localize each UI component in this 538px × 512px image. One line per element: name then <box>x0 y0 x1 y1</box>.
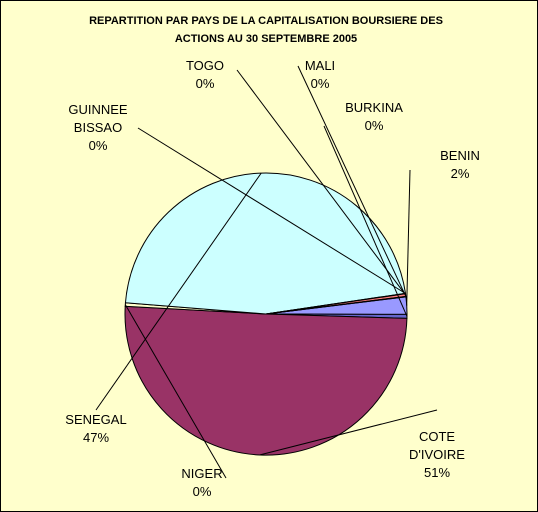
slice-labels: BENIN 2% BURKINA 0% COTE D'IVOIRE 51% NIGER 0% SE… <box>65 58 480 499</box>
slice-percent-niger: 0% <box>193 484 212 499</box>
slice-percent-burkina: 0% <box>365 118 384 133</box>
leader-line-niger <box>124 304 227 479</box>
slice-name-cote-d-ivoire: COTE <box>419 429 455 444</box>
leader-line-senegal <box>95 172 262 411</box>
leader-lines <box>95 65 438 479</box>
slice-name-niger: NIGER <box>181 466 222 481</box>
slice-percent-senegal: 47% <box>83 430 109 445</box>
pie-slices <box>124 172 408 456</box>
pie-slice-cote-d-ivoire <box>124 305 408 456</box>
slice-name-benin: BENIN <box>440 148 480 163</box>
slice-name-cote-d-ivoire: D'IVOIRE <box>409 447 465 462</box>
slice-name-senegal: SENEGAL <box>65 412 126 427</box>
slice-percent-mali: 0% <box>311 76 330 91</box>
leader-line-togo <box>236 69 407 296</box>
leader-line-guinnee-bissao <box>137 127 406 294</box>
pie-slice-senegal <box>124 172 407 315</box>
slice-name-guinnee-bissao: BISSAO <box>74 120 122 135</box>
slice-name-togo: TOGO <box>186 58 224 73</box>
chart-title-line-1: REPARTITION PAR PAYS DE LA CAPITALISATIO… <box>89 15 443 27</box>
chart-title: REPARTITION PAR PAYS DE LA CAPITALISATIO… <box>89 15 443 45</box>
leader-line-mali <box>297 65 407 297</box>
slice-percent-guinnee-bissao: 0% <box>89 138 108 153</box>
slice-name-burkina: BURKINA <box>345 100 403 115</box>
slice-percent-benin: 2% <box>451 166 470 181</box>
slice-percent-cote-d-ivoire: 51% <box>424 465 450 480</box>
slice-percent-togo: 0% <box>196 76 215 91</box>
chart-title-line-2: ACTIONS AU 30 SEPTEMBRE 2005 <box>175 33 357 45</box>
slice-name-guinnee-bissao: GUINNEE <box>68 102 128 117</box>
leader-line-burkina <box>323 125 408 317</box>
slice-name-mali: MALI <box>305 58 335 73</box>
leader-line-cote-d-ivoire <box>259 409 438 456</box>
leader-line-benin <box>406 169 411 306</box>
